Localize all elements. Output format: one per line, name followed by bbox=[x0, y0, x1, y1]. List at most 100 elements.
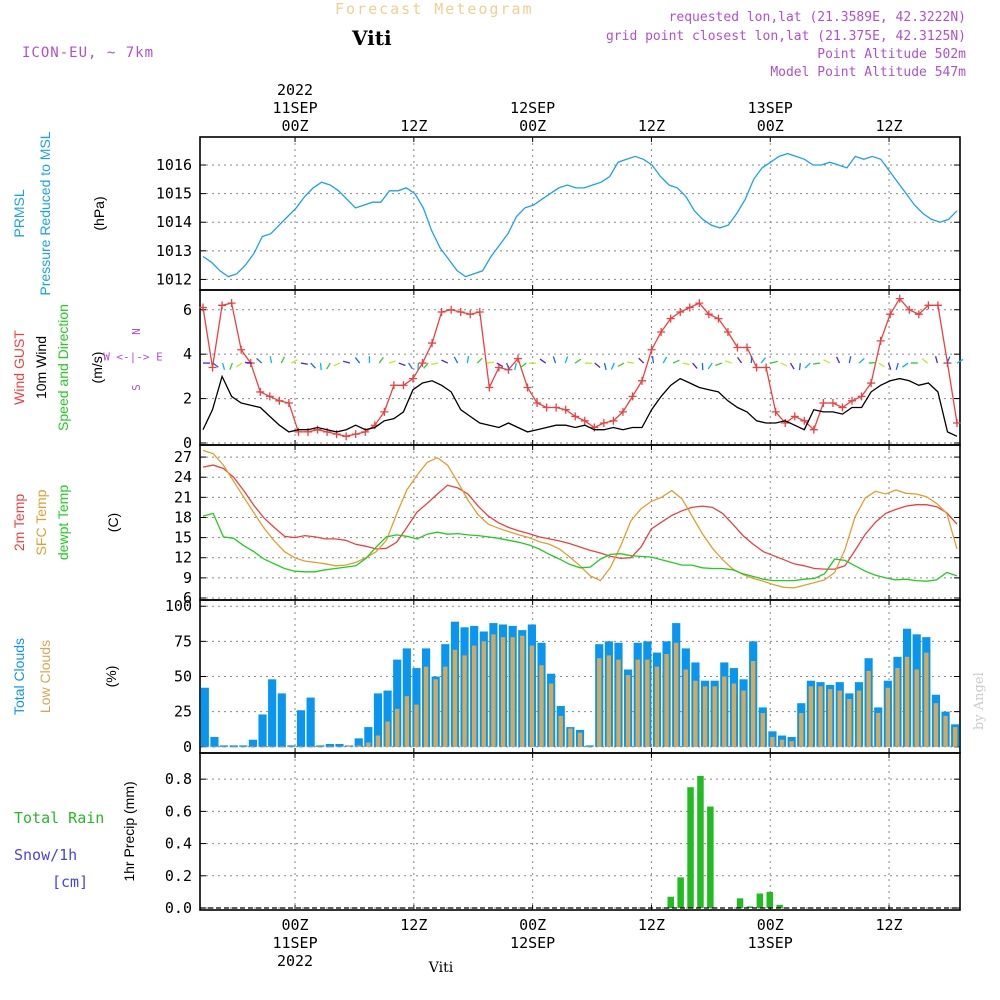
y-tick-label: 1013 bbox=[156, 242, 192, 260]
low-cloud-bar bbox=[568, 728, 573, 747]
y-tick-label: 25 bbox=[174, 703, 192, 721]
low-cloud-bar bbox=[837, 690, 842, 747]
gust-marker bbox=[657, 327, 666, 336]
total-cloud-bar bbox=[316, 745, 325, 747]
wind-direction-arrow bbox=[672, 359, 680, 364]
wind-direction-arrow bbox=[229, 362, 233, 370]
total-cloud-bar bbox=[277, 693, 286, 747]
wind-direction-arrow bbox=[280, 356, 285, 364]
gust-marker bbox=[447, 305, 456, 314]
gust-marker bbox=[828, 399, 837, 408]
total-cloud-bar bbox=[200, 687, 209, 747]
low-cloud-bar bbox=[664, 654, 669, 747]
gust-marker bbox=[790, 412, 799, 421]
low-cloud-bar bbox=[722, 676, 727, 747]
wind-direction-arrow bbox=[858, 357, 865, 364]
gust-marker bbox=[542, 403, 551, 412]
y-axis-label: Low Clouds bbox=[37, 640, 53, 713]
wind-direction-arrow bbox=[798, 362, 801, 371]
low-cloud-bar bbox=[337, 746, 342, 748]
wind-direction-arrow bbox=[804, 362, 811, 369]
low-cloud-bar bbox=[606, 655, 612, 747]
gust-marker bbox=[800, 416, 809, 425]
gust-marker bbox=[867, 379, 876, 388]
y-axis-label: Total Clouds bbox=[11, 638, 27, 715]
y-tick-label: 0.6 bbox=[165, 802, 192, 820]
wind-direction-arrow bbox=[651, 356, 655, 364]
gust-marker bbox=[762, 363, 771, 372]
gust-marker bbox=[456, 307, 465, 316]
gust-marker bbox=[618, 407, 627, 416]
wind-direction-arrow bbox=[453, 356, 459, 364]
y-tick-label: 50 bbox=[174, 668, 192, 686]
y-axis-label: SFC Temp bbox=[33, 489, 49, 555]
low-cloud-bar bbox=[414, 704, 419, 747]
gust-marker bbox=[953, 419, 961, 428]
top-time-label: 00Z bbox=[519, 117, 546, 135]
low-cloud-bar bbox=[221, 746, 227, 748]
low-cloud-bar bbox=[346, 745, 352, 747]
panel-frame-5 bbox=[199, 752, 961, 911]
total-cloud-bar bbox=[287, 745, 296, 747]
wind-direction-arrow bbox=[638, 357, 645, 364]
gust-marker bbox=[924, 301, 933, 310]
low-cloud-bar bbox=[914, 669, 919, 747]
gust-marker bbox=[428, 339, 437, 348]
total-cloud-bar bbox=[354, 738, 363, 747]
gust-marker bbox=[256, 387, 265, 396]
bottom-time-label: 00Z bbox=[519, 916, 546, 934]
y-tick-label: 1014 bbox=[156, 213, 192, 231]
2m-temp-line bbox=[202, 464, 958, 570]
wind-direction-arrow bbox=[235, 362, 243, 368]
bottom-time-label: 12SEP bbox=[510, 934, 555, 952]
rain-bar bbox=[736, 898, 744, 908]
low-cloud-bar bbox=[500, 637, 506, 747]
bottom-time-label: 11SEP bbox=[272, 934, 317, 952]
low-cloud-bar bbox=[404, 696, 409, 747]
gust-marker bbox=[628, 392, 637, 401]
low-cloud-bar bbox=[904, 656, 910, 747]
rain-bar bbox=[766, 891, 773, 908]
y-tick-label: 1016 bbox=[156, 156, 192, 174]
wind-direction-arrow bbox=[724, 360, 732, 364]
wind-direction-arrow bbox=[707, 362, 713, 370]
low-cloud-bar bbox=[587, 746, 592, 748]
low-cloud-bar bbox=[529, 645, 535, 747]
low-cloud-bar bbox=[356, 745, 361, 747]
wind-direction-arrow bbox=[956, 358, 964, 364]
low-cloud-bar bbox=[212, 746, 217, 748]
wind-direction-arrow bbox=[760, 357, 767, 364]
gust-marker bbox=[733, 343, 742, 352]
low-cloud-bar bbox=[289, 746, 294, 748]
gust-marker bbox=[466, 310, 475, 319]
y-tick-label: 0.0 bbox=[165, 899, 192, 917]
gust-marker bbox=[857, 392, 866, 401]
y-tick-label: 12 bbox=[174, 549, 192, 567]
low-cloud-bar bbox=[799, 713, 804, 747]
gust-marker bbox=[418, 359, 427, 368]
bottom-time-label: 12Z bbox=[400, 916, 427, 934]
compass-n-label: N bbox=[130, 328, 143, 335]
total-cloud-bar bbox=[335, 743, 344, 747]
low-cloud-bar bbox=[202, 746, 207, 748]
precip-legend-label: Snow/1h bbox=[14, 846, 77, 864]
low-cloud-bar bbox=[625, 675, 631, 747]
top-time-label: 12Z bbox=[875, 117, 902, 135]
y-axis-label: 2m Temp bbox=[11, 494, 27, 552]
wind-direction-arrow bbox=[662, 356, 668, 364]
y-tick-label: 15 bbox=[174, 529, 192, 547]
location-name: Viti bbox=[352, 26, 392, 50]
wind-direction-arrow bbox=[256, 357, 263, 364]
gust-marker bbox=[485, 383, 494, 392]
total-cloud-bar bbox=[258, 714, 267, 747]
low-cloud-bar bbox=[539, 665, 544, 747]
point-altitude: Point Altitude 502m bbox=[817, 47, 966, 62]
low-cloud-bar bbox=[472, 645, 477, 747]
gust-marker bbox=[284, 399, 293, 408]
wind-direction-arrow bbox=[574, 358, 582, 364]
total-cloud-bar bbox=[268, 679, 277, 747]
low-cloud-bar bbox=[885, 687, 891, 747]
wind-direction-arrow bbox=[290, 359, 298, 364]
gust-marker bbox=[351, 430, 360, 439]
